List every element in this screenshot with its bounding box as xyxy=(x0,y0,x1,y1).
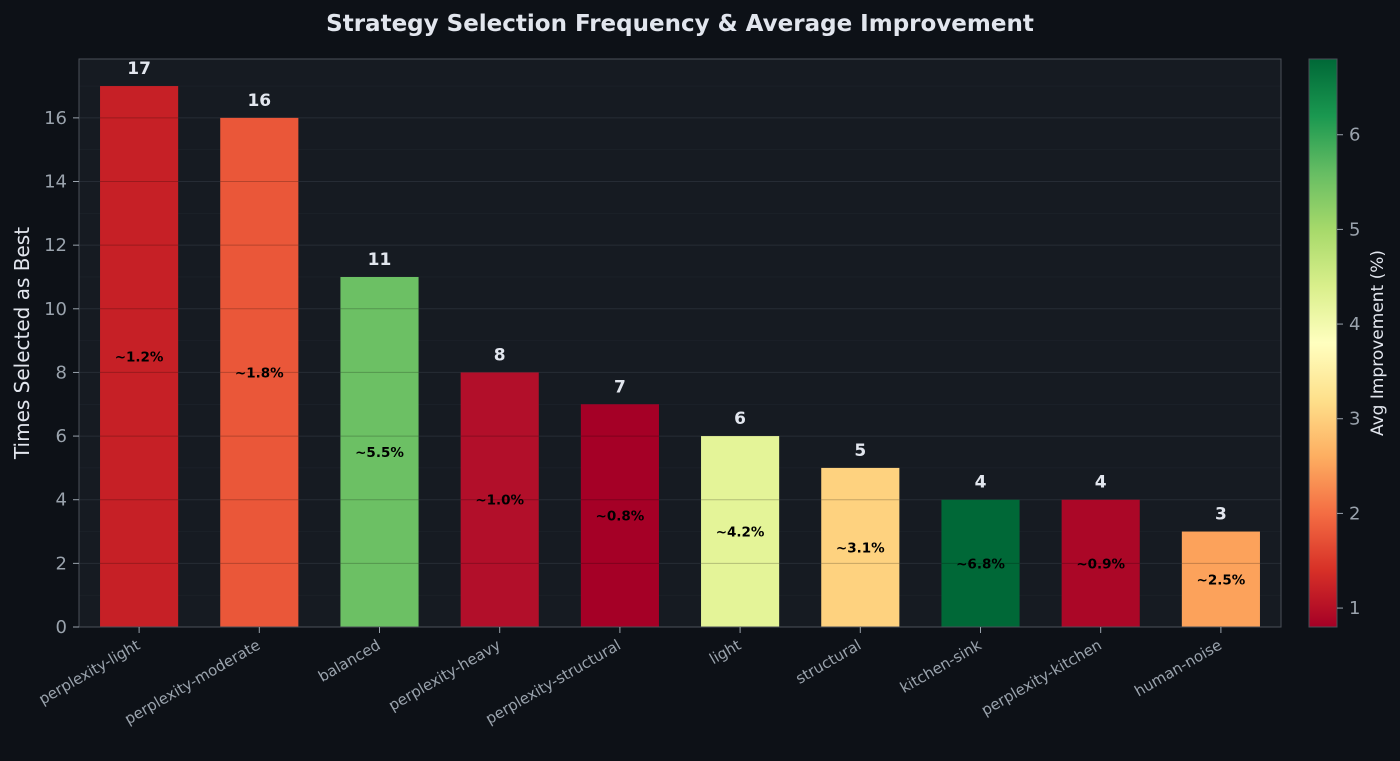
bar-labels: 17 ~1.2% 16 ~1.8% 11 ~5.5% 8 ~1.0% 7 ~0.8% 6 ~4.2% 5… xyxy=(78,58,1282,628)
count-label: 5 xyxy=(854,441,866,461)
bar-grid-overlay xyxy=(100,117,1260,564)
y-tick-label: 6 xyxy=(56,426,67,447)
bar-perplexity-structural xyxy=(580,404,659,627)
improvement-label: ~0.9% xyxy=(1076,556,1125,572)
bar-perplexity-kitchen xyxy=(1061,499,1140,627)
bar-perplexity-light xyxy=(100,86,179,628)
count-label: 6 xyxy=(734,409,746,429)
count-label: 17 xyxy=(127,59,151,79)
bar-kitchen-sink xyxy=(941,499,1020,627)
colorbar-tick-label: 5 xyxy=(1349,219,1360,240)
count-label: 4 xyxy=(1095,473,1107,493)
improvement-label: ~2.5% xyxy=(1197,572,1246,588)
colorbar: 1 2 3 4 5 6 xyxy=(1308,58,1360,628)
count-label: 7 xyxy=(614,377,626,397)
improvement-label: ~1.2% xyxy=(115,350,164,366)
bar-human-noise xyxy=(1181,531,1260,627)
colorbar-tick-label: 4 xyxy=(1349,314,1360,335)
colorbar-tick-label: 6 xyxy=(1349,125,1360,146)
chart-title: Strategy Selection Frequency & Average I… xyxy=(326,11,1034,37)
count-label: 4 xyxy=(975,473,987,493)
bar-structural xyxy=(821,467,900,627)
improvement-label: ~6.8% xyxy=(956,556,1005,572)
bar-balanced xyxy=(340,276,419,627)
count-label: 8 xyxy=(494,345,506,365)
count-label: 16 xyxy=(247,91,271,111)
y-tick-label: 12 xyxy=(44,235,67,256)
colorbar-tick-label: 1 xyxy=(1349,598,1360,619)
y-tick-label: 10 xyxy=(44,299,67,320)
improvement-label: ~1.0% xyxy=(475,493,524,509)
colorbar-tick-label: 2 xyxy=(1349,503,1360,524)
improvement-label: ~0.8% xyxy=(596,509,645,525)
colorbar-gradient xyxy=(1308,58,1338,628)
y-tick-label: 4 xyxy=(56,490,67,511)
plot-frame xyxy=(78,58,1282,628)
y-axis-label: Times Selected as Best xyxy=(10,227,34,460)
bar-perplexity-heavy xyxy=(460,372,539,627)
y-tick-label: 2 xyxy=(56,553,67,574)
colorbar-label: Avg Improvement (%) xyxy=(1368,250,1388,436)
improvement-label: ~5.5% xyxy=(355,445,404,461)
y-tick-label: 16 xyxy=(44,108,67,129)
y-tick-label: 0 xyxy=(56,617,67,638)
bars xyxy=(100,86,1260,628)
count-label: 11 xyxy=(368,250,392,270)
improvement-label: ~3.1% xyxy=(836,540,885,556)
colorbar-tick-label: 3 xyxy=(1349,409,1360,430)
bar-light xyxy=(701,436,780,627)
y-axis: 0 2 4 6 8 10 12 14 16 xyxy=(44,108,79,638)
bar-perplexity-moderate xyxy=(220,117,299,627)
y-tick-label: 14 xyxy=(44,172,67,193)
count-label: 3 xyxy=(1215,505,1227,525)
improvement-label: ~1.8% xyxy=(235,365,284,381)
improvement-label: ~4.2% xyxy=(716,525,765,541)
y-tick-label: 8 xyxy=(56,362,67,383)
